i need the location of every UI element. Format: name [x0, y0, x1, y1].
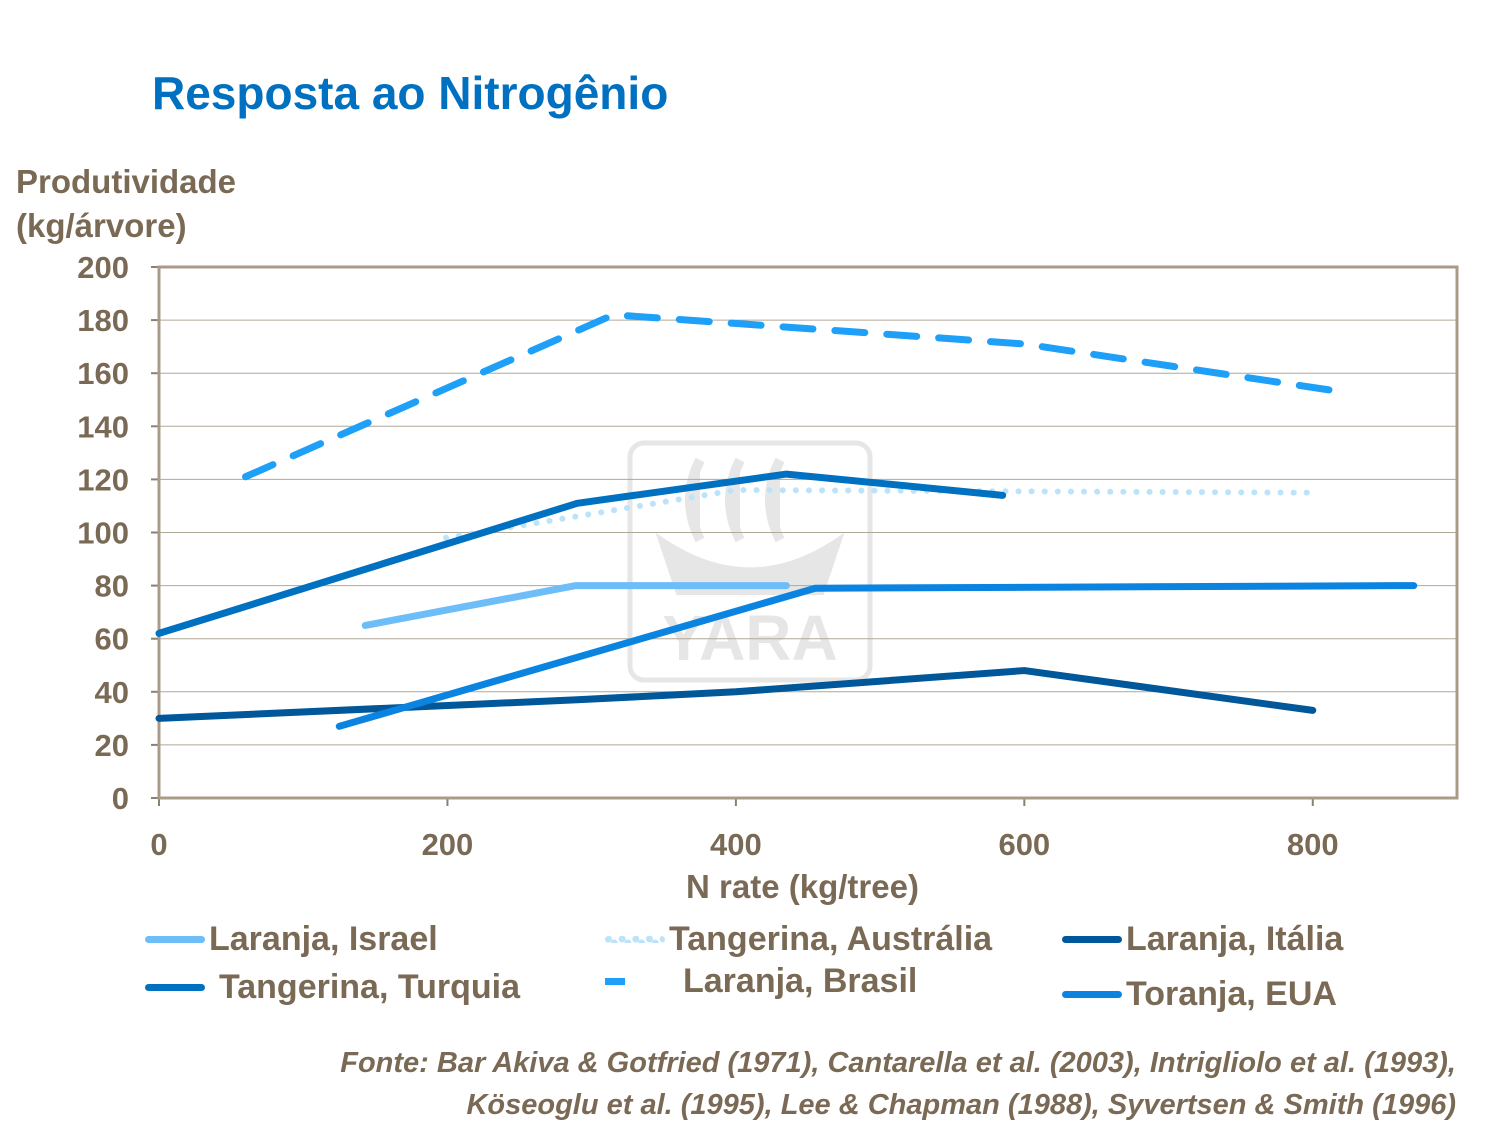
series-line-0 — [361, 582, 790, 629]
legend-swatch — [145, 984, 205, 991]
y-tick-label: 140 — [77, 409, 129, 444]
svg-text:YARA: YARA — [662, 602, 837, 674]
x-tick-label: 600 — [998, 827, 1050, 862]
y-tick-label: 100 — [77, 516, 129, 551]
y-tick-label: 40 — [95, 675, 129, 710]
legend-label: Toranja, EUA — [1126, 975, 1337, 1013]
legend-item: Toranja, EUA — [1062, 975, 1337, 1014]
y-axis-label: Produtividade (kg/árvore) — [16, 160, 236, 248]
source-note: Fonte: Bar Akiva & Gotfried (1971), Cant… — [340, 1042, 1456, 1126]
y-tick-label: 60 — [95, 622, 129, 657]
x-tick-label: 200 — [422, 827, 474, 862]
legend-swatch — [1062, 991, 1122, 998]
source-line-1: Fonte: Bar Akiva & Gotfried (1971), Cant… — [340, 1047, 1456, 1079]
legend-swatch — [605, 978, 665, 985]
chart-title: Resposta ao Nitrogênio — [152, 67, 669, 119]
legend-item: Tangerina, Austrália — [605, 920, 992, 959]
series-line-4 — [242, 311, 1346, 481]
source-line-2: Köseoglu et al. (1995), Lee & Chapman (1… — [466, 1089, 1456, 1121]
y-tick-label: 160 — [77, 356, 129, 391]
legend-item: Laranja, Israel — [145, 920, 438, 959]
legend-swatch — [145, 936, 205, 943]
y-tick-label: 80 — [95, 569, 129, 604]
y-tick-label: 20 — [95, 728, 129, 763]
legend-item: Laranja, Brasil — [605, 962, 917, 1001]
legend-item: Laranja, Itália — [1062, 920, 1343, 959]
legend-swatch — [605, 936, 665, 943]
x-tick-label: 0 — [150, 827, 167, 862]
plot-area-border — [157, 265, 1459, 800]
series-line-5 — [335, 582, 1418, 730]
y-axis-label-line-2: (kg/árvore) — [16, 207, 187, 244]
watermark-logo: YARA — [627, 440, 873, 683]
series-line-3 — [155, 470, 1007, 637]
x-axis-label: N rate (kg/tree) — [686, 868, 919, 905]
series-line-1 — [443, 487, 1316, 541]
legend-swatch — [1062, 936, 1122, 943]
legend-item: Tangerina, Turquia — [145, 968, 520, 1007]
legend-label: Tangerina, Austrália — [669, 920, 993, 958]
legend-label: Laranja, Brasil — [683, 962, 918, 1000]
series-line-2 — [155, 667, 1317, 722]
legend-label: Tangerina, Turquia — [219, 968, 520, 1006]
y-tick-label: 180 — [77, 303, 129, 338]
y-axis-label-line-1: Produtividade — [16, 163, 237, 200]
legend-label: Laranja, Itália — [1126, 920, 1344, 958]
y-tick-label: 120 — [77, 462, 129, 497]
y-tick-label: 200 — [77, 250, 129, 285]
x-tick-label: 400 — [710, 827, 762, 862]
legend-label: Laranja, Israel — [209, 920, 438, 958]
x-tick-label: 800 — [1287, 827, 1339, 862]
y-tick-label: 0 — [112, 781, 129, 816]
